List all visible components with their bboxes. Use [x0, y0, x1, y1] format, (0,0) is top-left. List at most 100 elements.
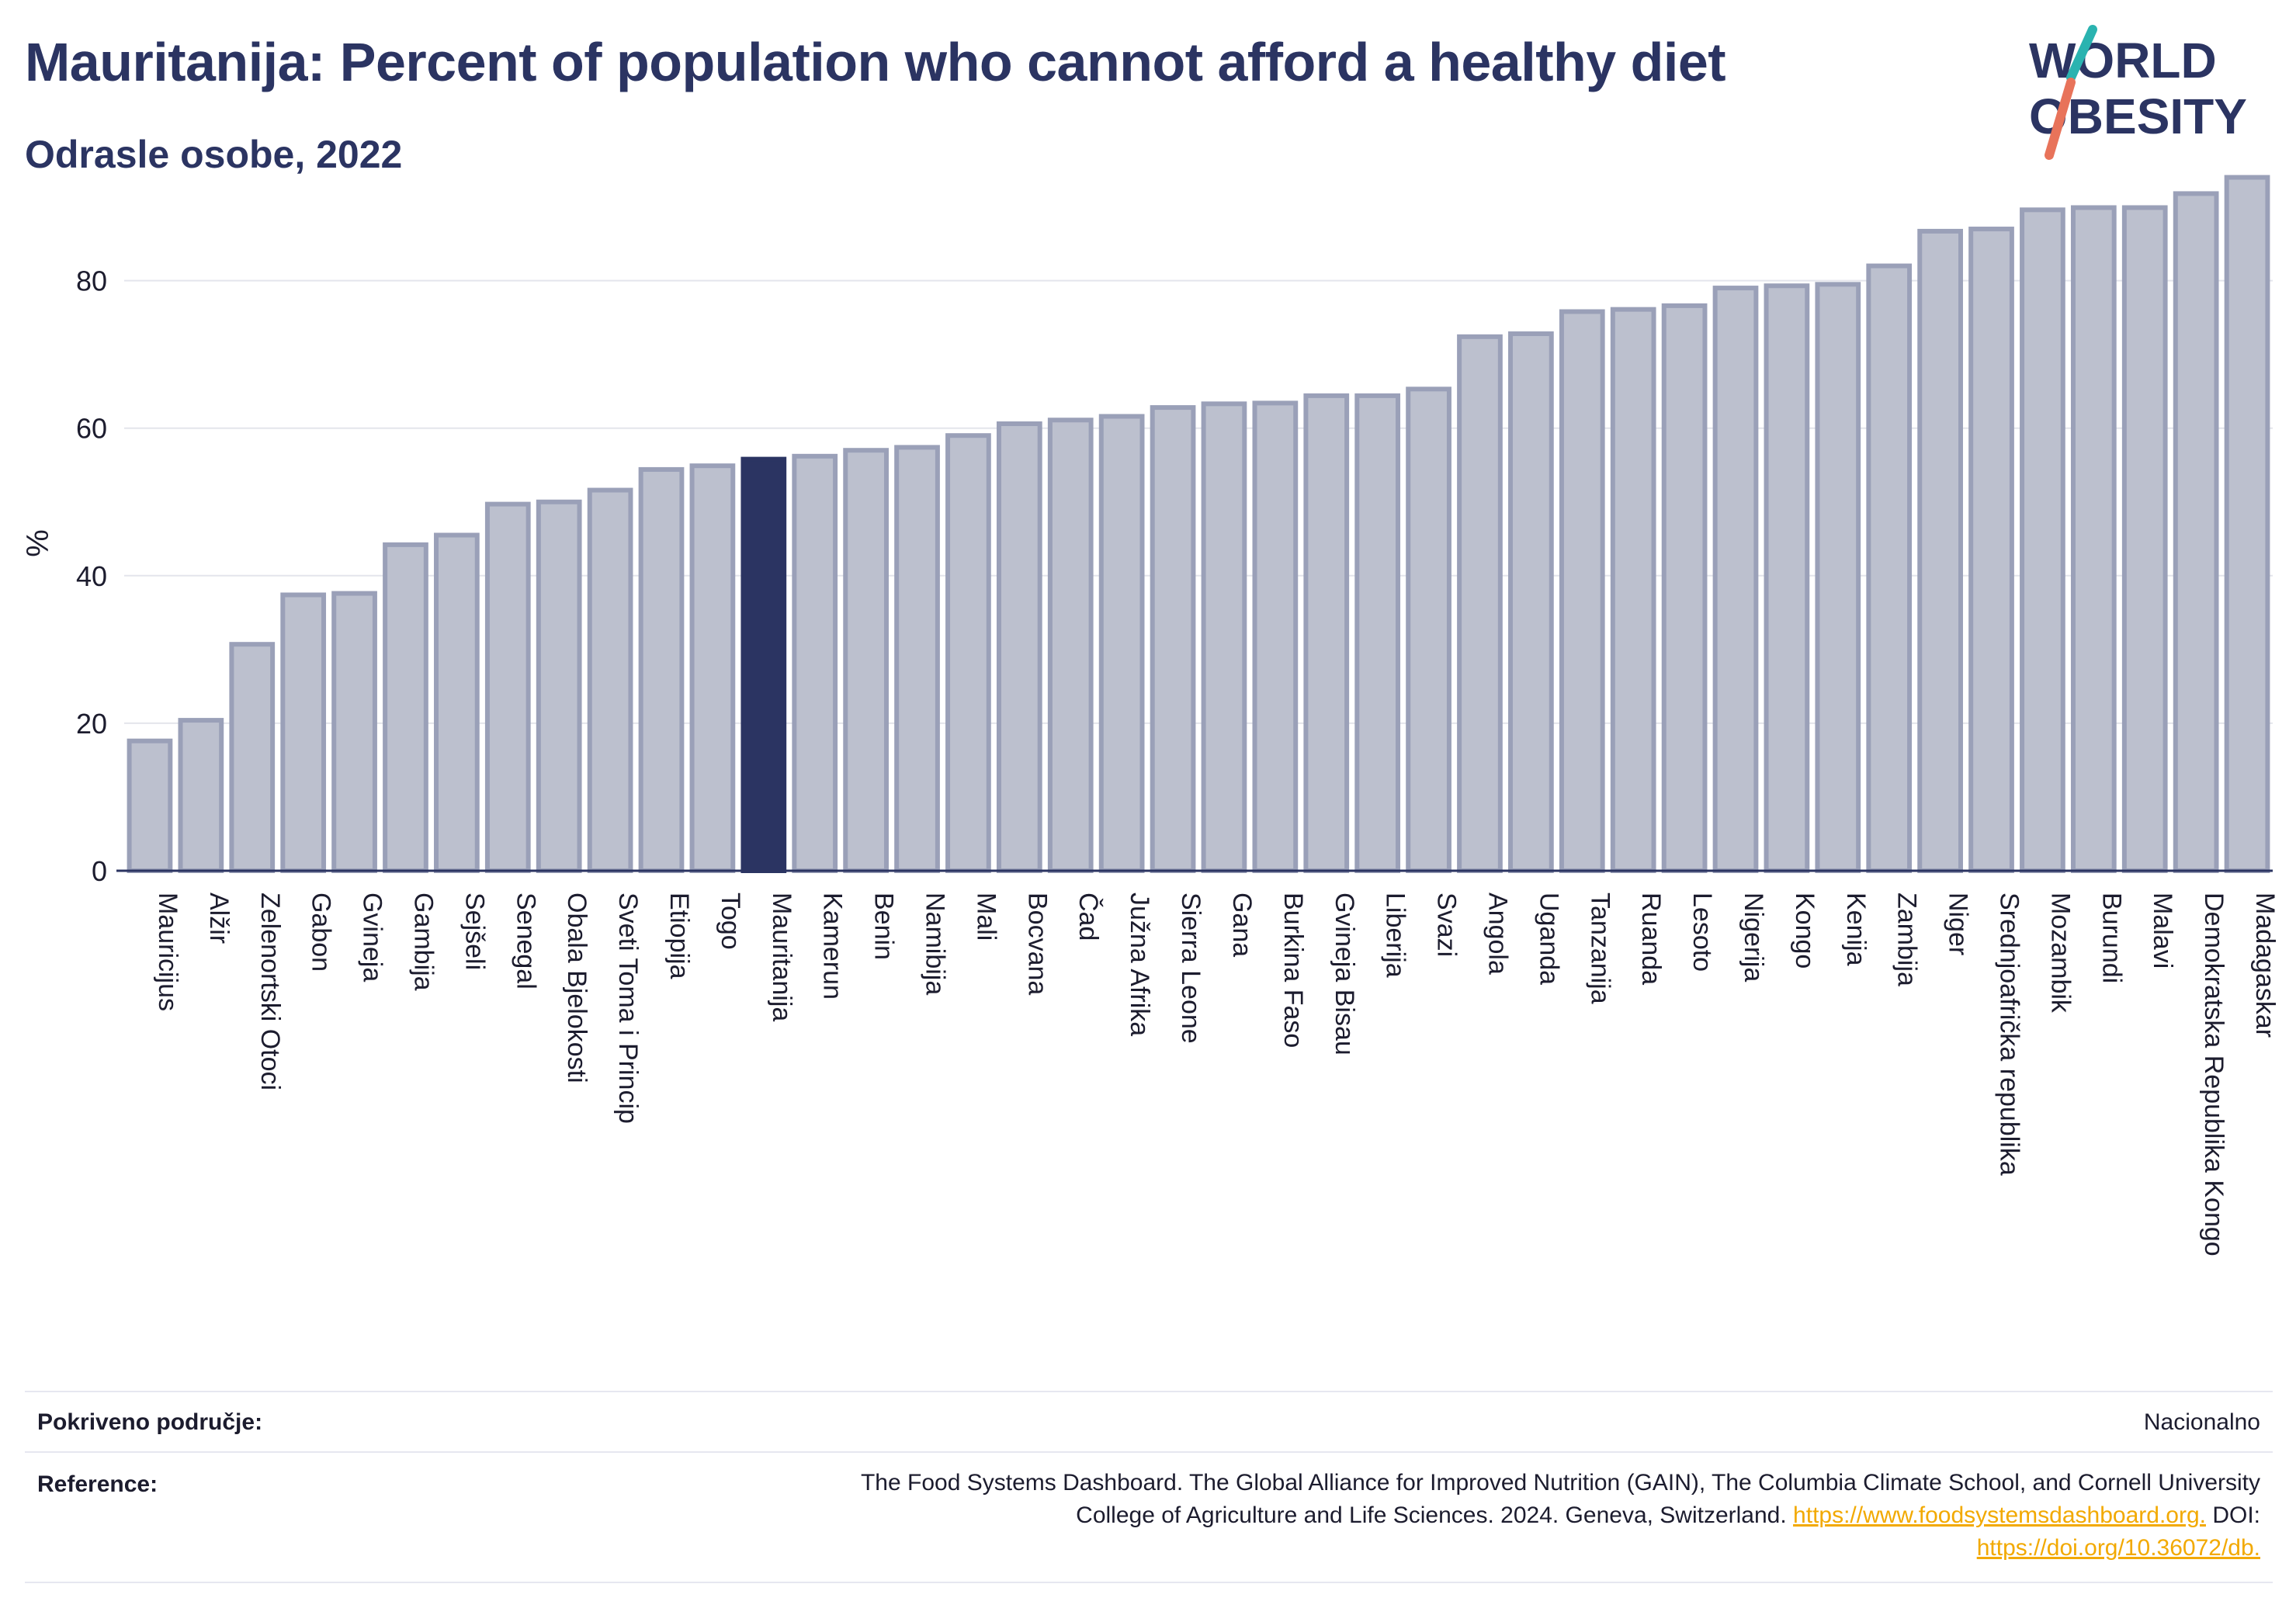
- bar-zambija[interactable]: [1866, 263, 1913, 873]
- bar-nigerija[interactable]: [1712, 286, 1759, 873]
- bar-etiopija[interactable]: [638, 466, 685, 873]
- bar-svazi[interactable]: [1406, 386, 1451, 873]
- x-tick-label: Angola: [1483, 892, 1512, 975]
- bar-obala-bjelokosti[interactable]: [536, 499, 582, 873]
- x-tick-label: Etiopija: [664, 892, 694, 979]
- logo-slash-coral: [2045, 78, 2076, 160]
- x-tick-label: Srednjoafrička republika: [1995, 892, 2024, 1176]
- x-tick-label: Obala Bjelokosti: [562, 892, 591, 1083]
- x-tick-label: Gana: [1227, 892, 1257, 957]
- bar-srednjoafrička-republika[interactable]: [1968, 227, 2014, 873]
- footer-coverage-row: Pokriveno područje: Nacionalno: [25, 1391, 2273, 1451]
- bar-demokratska-republika-kongo[interactable]: [2173, 191, 2219, 873]
- chart-gridlines: [124, 279, 2273, 724]
- bar-angola[interactable]: [1457, 334, 1503, 874]
- bar-mali[interactable]: [945, 433, 991, 873]
- bar-zelenortski-otoci[interactable]: [229, 642, 276, 874]
- x-tick-label: Alžir: [204, 892, 234, 944]
- bar-alžir[interactable]: [178, 718, 224, 873]
- bar-ruanda[interactable]: [1610, 307, 1656, 874]
- bar-malavi[interactable]: [2121, 205, 2168, 874]
- x-tick-label: Gvineja Bisau: [1330, 892, 1359, 1055]
- bar-kongo[interactable]: [1764, 283, 1810, 874]
- world-obesity-logo: WORLD OBESITY: [2029, 25, 2247, 160]
- reference-label: Reference:: [37, 1471, 158, 1497]
- x-tick-label: Benin: [869, 892, 899, 960]
- bar-namibija[interactable]: [894, 445, 940, 873]
- x-tick-label: Senegal: [511, 892, 540, 989]
- footer-reference-row: Reference: The Food Systems Dashboard. T…: [25, 1451, 2273, 1582]
- x-tick-label: Demokratska Republika Kongo: [2199, 892, 2228, 1256]
- bar-niger[interactable]: [1917, 228, 1963, 874]
- bar-burkina-faso[interactable]: [1252, 400, 1299, 873]
- footer-rule-middle: [25, 1451, 2273, 1453]
- footer-rule-top: [25, 1391, 2273, 1392]
- chart-subtitle: Odrasle osobe, 2022: [25, 133, 403, 176]
- bar-gambija[interactable]: [383, 542, 428, 874]
- x-tick-label: Sierra Leone: [1176, 892, 1205, 1044]
- x-tick-label: Kongo: [1790, 892, 1819, 969]
- x-tick-label: Čad: [1073, 892, 1103, 941]
- x-tick-label: Mali: [971, 892, 1001, 941]
- bar-južna-afrika[interactable]: [1098, 414, 1145, 873]
- reference-line-1: The Food Systems Dashboard. The Global A…: [860, 1470, 2260, 1495]
- x-tick-label: Sejšeli: [460, 892, 489, 970]
- bar-gana[interactable]: [1201, 401, 1247, 873]
- x-tick-label: Zelenortski Otoci: [255, 892, 285, 1090]
- y-tick-label: 60: [76, 413, 107, 445]
- bar-bocvana[interactable]: [996, 421, 1042, 873]
- bar-uganda[interactable]: [1508, 331, 1554, 874]
- bar-madagaskar[interactable]: [2224, 175, 2270, 874]
- bar-sierra-leone[interactable]: [1150, 405, 1196, 873]
- bar-kenija[interactable]: [1815, 282, 1861, 873]
- reference-line-2-text: College of Agriculture and Life Sciences…: [1076, 1502, 1787, 1528]
- bar-sveti-toma-i-princip[interactable]: [587, 487, 633, 873]
- reference-text: The Food Systems Dashboard. The Global A…: [861, 1467, 2260, 1565]
- bar-chart: 0 20 40 60 80 Mauricijus Alžir Zelenortski Oto…: [21, 175, 2280, 1256]
- x-tick-label: Gambija: [408, 892, 438, 991]
- x-axis-labels: Mauricijus Alžir Zelenortski Otoci Gabon Gvi…: [153, 892, 2280, 1256]
- bar-kamerun[interactable]: [792, 453, 838, 873]
- coverage-value: Nacionalno: [2143, 1409, 2260, 1435]
- bar-sejšeli[interactable]: [434, 532, 480, 873]
- logo-word-1: WORLD: [2029, 33, 2217, 88]
- bar-burundi[interactable]: [2070, 205, 2117, 874]
- bar-mozambik[interactable]: [2020, 207, 2065, 873]
- bar-mauricijus[interactable]: [127, 738, 173, 874]
- chart-bars: [127, 175, 2270, 874]
- bar-togo[interactable]: [689, 463, 736, 873]
- y-tick-label: 0: [92, 855, 107, 887]
- x-tick-label: Burkina Faso: [1278, 892, 1308, 1048]
- x-tick-label: Uganda: [1534, 892, 1563, 985]
- x-tick-label: Kenija: [1841, 892, 1871, 966]
- bar-gabon[interactable]: [280, 592, 327, 873]
- bar-tanzanija[interactable]: [1559, 309, 1605, 873]
- reference-link-doi[interactable]: https://doi.org/10.36072/db.: [1976, 1535, 2260, 1561]
- x-tick-label: Gabon: [307, 892, 336, 972]
- bar-gvineja[interactable]: [331, 591, 377, 874]
- x-tick-label: Nigerija: [1739, 892, 1768, 982]
- reference-link-dashboard[interactable]: https://www.foodsystemsdashboard.org.: [1793, 1502, 2206, 1528]
- coverage-label: Pokriveno područje:: [37, 1409, 263, 1435]
- chart-title: Mauritanija: Percent of population who c…: [25, 32, 1726, 92]
- x-tick-label: Lesoto: [1687, 892, 1717, 972]
- x-tick-label: Malavi: [2148, 892, 2177, 969]
- x-tick-label: Mauricijus: [153, 892, 182, 1011]
- x-tick-label: Bocvana: [1022, 892, 1052, 995]
- y-tick-label: 40: [76, 560, 107, 592]
- bar-mauritanija[interactable]: [740, 456, 787, 873]
- x-tick-label: Južna Afrika: [1125, 892, 1154, 1036]
- bar-liberija[interactable]: [1354, 393, 1401, 873]
- bar-benin[interactable]: [843, 448, 889, 873]
- x-tick-label: Mozambik: [2045, 892, 2075, 1014]
- bar-čad[interactable]: [1047, 418, 1094, 873]
- bar-senegal[interactable]: [484, 501, 531, 873]
- bar-lesoto[interactable]: [1661, 303, 1708, 873]
- footer-rule-bottom: [25, 1582, 2273, 1583]
- x-tick-label: Sveti Toma i Princip: [613, 892, 643, 1124]
- x-tick-label: Namibija: [921, 892, 950, 995]
- y-axis-label: %: [21, 529, 55, 557]
- x-tick-label: Niger: [1944, 892, 1973, 955]
- x-tick-label: Liberija: [1381, 892, 1410, 978]
- bar-gvineja-bisau[interactable]: [1303, 393, 1350, 873]
